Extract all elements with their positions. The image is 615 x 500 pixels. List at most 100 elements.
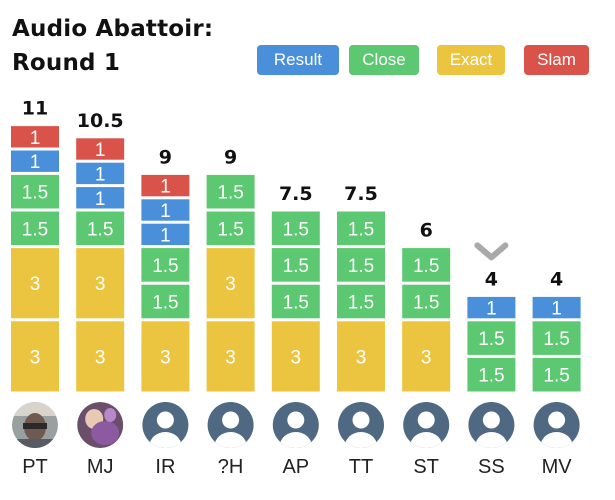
bar-segment <box>402 284 451 319</box>
bar-segment <box>11 211 59 246</box>
total-label: 11 <box>22 98 48 120</box>
player-label: TT <box>349 456 373 478</box>
bar-segment <box>337 248 385 282</box>
legend-close: Close <box>349 45 419 75</box>
bar-segment <box>532 296 581 319</box>
bar-segment <box>532 321 581 355</box>
player-label: ST <box>413 456 439 478</box>
avatar-photo <box>77 402 124 448</box>
bar-segment <box>206 211 255 246</box>
user-icon <box>149 411 182 448</box>
bar-segment <box>206 174 255 209</box>
segment-label: 1 <box>160 201 171 222</box>
user-icon <box>540 411 573 448</box>
total-label: 7.5 <box>344 183 378 205</box>
avatar <box>12 402 58 448</box>
segment-label: 3 <box>160 347 171 368</box>
avatar <box>272 402 319 448</box>
player-label: SS <box>478 456 505 478</box>
bar-segment <box>402 248 451 282</box>
bar-segment <box>141 284 190 319</box>
bar-segment <box>11 174 59 209</box>
bar-segment <box>11 150 59 172</box>
segment-label: 1.5 <box>348 293 374 314</box>
player-label: ?H <box>218 456 244 478</box>
bar-segment <box>467 357 516 392</box>
bar-segment <box>206 321 255 392</box>
segment-label: 1.5 <box>478 329 504 350</box>
total-label: 9 <box>224 146 237 168</box>
segment-label: 1.5 <box>478 366 504 387</box>
segment-label: 1 <box>95 164 106 185</box>
bar-segment <box>141 223 190 246</box>
player-label: AP <box>282 456 309 478</box>
bar-segment <box>76 162 125 185</box>
bar-segment <box>141 174 190 197</box>
avatar-photo <box>12 402 58 448</box>
total-label: 7.5 <box>279 183 313 205</box>
segment-label: 1.5 <box>22 183 48 204</box>
user-icon <box>410 411 443 448</box>
bar-segment <box>76 138 125 160</box>
title-line-2: Round 1 <box>12 50 121 76</box>
segment-label: 3 <box>30 347 41 368</box>
segment-label: 1.5 <box>348 256 374 277</box>
player-label: MJ <box>87 456 114 478</box>
bar-segment <box>141 321 190 392</box>
segment-label: 1.5 <box>152 256 178 277</box>
bar-segment <box>271 284 320 319</box>
segment-label: 1.5 <box>87 219 113 240</box>
segment-label: 3 <box>30 274 41 295</box>
chevron-down-icon <box>474 242 509 261</box>
bar-tt: 3 1.5 1.5 1.5 <box>337 211 385 392</box>
bar-mv: 1.5 1.5 1 <box>532 296 581 392</box>
bar-segment <box>271 248 320 282</box>
segment-label: 1 <box>160 225 171 246</box>
bar-segment <box>206 248 255 319</box>
bar-ap: 3 1.5 1.5 1.5 <box>271 211 320 392</box>
player-label: PT <box>22 456 48 478</box>
total-label: 9 <box>159 146 172 168</box>
bar-mj: 3 3 1.5 1 1 1 <box>76 138 125 392</box>
player-label: IR <box>155 456 175 478</box>
avatar <box>533 402 580 448</box>
segment-label: 1.5 <box>413 293 439 314</box>
avatar <box>207 402 254 448</box>
bar-segment <box>76 321 125 392</box>
segment-label: 3 <box>225 347 236 368</box>
segment-label: 1.5 <box>217 183 243 204</box>
segment-label: 1 <box>95 189 106 210</box>
total-label: 4 <box>485 268 498 290</box>
total-label: 10.5 <box>77 110 124 132</box>
bar-segment <box>76 248 125 319</box>
total-label: 4 <box>550 268 563 290</box>
bar-ss: 1.5 1.5 1 <box>467 296 516 392</box>
bar-segment <box>141 248 190 282</box>
bar-segment <box>337 284 385 319</box>
bar-segment <box>141 199 190 221</box>
legend-exact: Exact <box>437 45 505 75</box>
segment-label: 1 <box>486 299 497 320</box>
segment-label: 1.5 <box>413 256 439 277</box>
avatar <box>77 402 124 448</box>
bar-segment <box>76 211 125 246</box>
bar-segment <box>337 321 385 392</box>
bar-qh: 3 3 1.5 1.5 <box>206 174 255 392</box>
bar-segment <box>467 321 516 355</box>
segment-label: 3 <box>225 274 236 295</box>
segment-label: 3 <box>356 347 367 368</box>
bar-pt: 3 3 1.5 1.5 1 1 <box>11 126 59 392</box>
user-icon <box>214 411 247 448</box>
avatar <box>338 402 384 448</box>
title-line-1: Audio Abattoir: <box>12 16 214 42</box>
legend-slam: Slam <box>524 45 589 75</box>
bar-segment <box>11 321 59 392</box>
legend-result: Result <box>257 45 339 75</box>
bar-segment <box>271 211 320 246</box>
segment-label: 1.5 <box>22 219 48 240</box>
bar-st: 3 1.5 1.5 <box>402 248 451 392</box>
segment-label: 1.5 <box>543 366 569 387</box>
bar-segment <box>467 296 516 319</box>
bar-segment <box>337 211 385 246</box>
